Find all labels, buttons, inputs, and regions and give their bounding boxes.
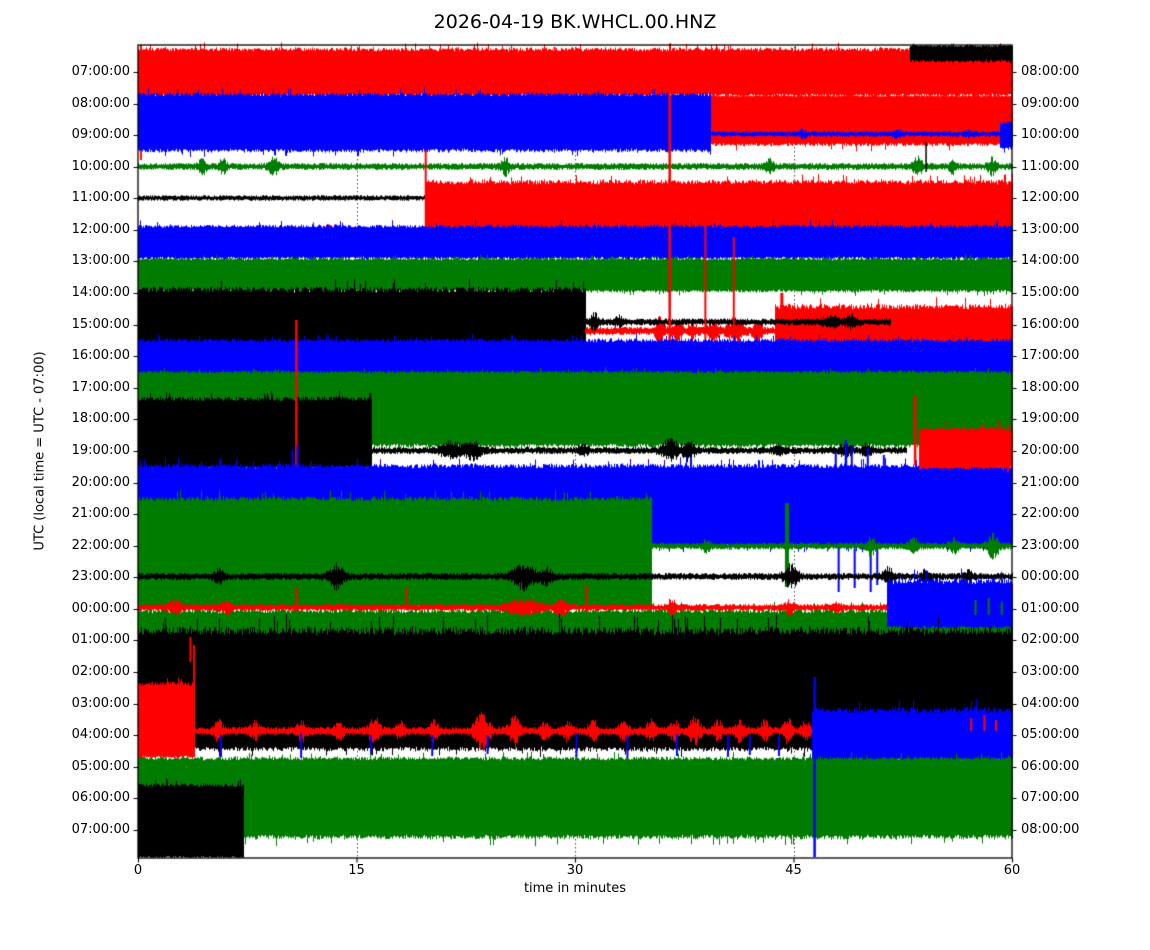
x-tick-label: 60	[1003, 863, 1021, 878]
local-time-label: 03:00:00	[1021, 664, 1080, 680]
x-tick-label: 30	[566, 863, 584, 878]
utc-time-label: 14:00:00	[71, 285, 130, 301]
x-tick-label: 0	[133, 863, 143, 878]
local-time-label: 18:00:00	[1021, 379, 1080, 395]
utc-time-label: 16:00:00	[71, 348, 130, 364]
utc-time-label: 23:00:00	[71, 569, 130, 585]
x-tick-label: 15	[348, 863, 365, 878]
local-time-label: 08:00:00	[1021, 821, 1080, 837]
local-time-label: 08:00:00	[1021, 64, 1080, 79]
local-time-label: 05:00:00	[1021, 727, 1080, 743]
local-time-label: 09:00:00	[1021, 95, 1080, 111]
utc-time-label: 09:00:00	[71, 127, 130, 143]
utc-time-label: 07:00:00	[71, 64, 130, 79]
local-time-label: 00:00:00	[1021, 569, 1080, 585]
utc-time-label: 07:00:00	[71, 821, 130, 837]
utc-time-label: 05:00:00	[71, 758, 130, 774]
utc-time-label: 01:00:00	[71, 632, 130, 648]
local-time-label: 19:00:00	[1021, 411, 1080, 427]
utc-time-label: 10:00:00	[71, 158, 130, 174]
utc-time-label: 17:00:00	[71, 379, 130, 395]
utc-time-label: 15:00:00	[71, 316, 130, 332]
utc-time-label: 12:00:00	[71, 221, 130, 237]
local-time-label: 14:00:00	[1021, 253, 1080, 269]
utc-time-label: 19:00:00	[71, 442, 130, 458]
chart-title: 2026-04-19 BK.WHCL.00.HNZ	[433, 11, 717, 33]
utc-time-label: 18:00:00	[71, 411, 130, 427]
local-time-label: 13:00:00	[1021, 221, 1080, 237]
local-time-label: 04:00:00	[1021, 695, 1080, 711]
local-time-label: 15:00:00	[1021, 285, 1080, 301]
local-time-label: 10:00:00	[1021, 127, 1080, 143]
utc-time-label: 00:00:00	[71, 600, 130, 616]
local-time-label: 07:00:00	[1021, 790, 1080, 806]
utc-time-label: 13:00:00	[71, 253, 130, 269]
local-time-label: 23:00:00	[1021, 537, 1080, 553]
local-time-label: 11:00:00	[1021, 158, 1080, 174]
utc-time-label: 11:00:00	[71, 190, 130, 206]
local-time-label: 17:00:00	[1021, 348, 1080, 364]
local-time-label: 20:00:00	[1021, 442, 1080, 458]
local-time-label: 21:00:00	[1021, 474, 1080, 490]
utc-time-label: 04:00:00	[71, 727, 130, 743]
utc-time-label: 08:00:00	[71, 95, 130, 111]
local-time-label: 06:00:00	[1021, 758, 1080, 774]
utc-time-label: 22:00:00	[71, 537, 130, 553]
local-time-label: 02:00:00	[1021, 632, 1080, 648]
utc-time-label: 20:00:00	[71, 474, 130, 490]
x-axis-label: time in minutes	[523, 881, 627, 896]
local-time-label: 22:00:00	[1021, 506, 1080, 522]
utc-time-label: 02:00:00	[71, 664, 130, 680]
local-time-label: 01:00:00	[1021, 600, 1080, 616]
utc-time-label: 03:00:00	[71, 695, 130, 711]
utc-time-label: 21:00:00	[71, 506, 130, 522]
local-time-label: 16:00:00	[1021, 316, 1080, 332]
x-tick-label: 45	[785, 863, 802, 878]
utc-time-label: 06:00:00	[71, 790, 130, 806]
local-time-label: 12:00:00	[1021, 190, 1080, 206]
